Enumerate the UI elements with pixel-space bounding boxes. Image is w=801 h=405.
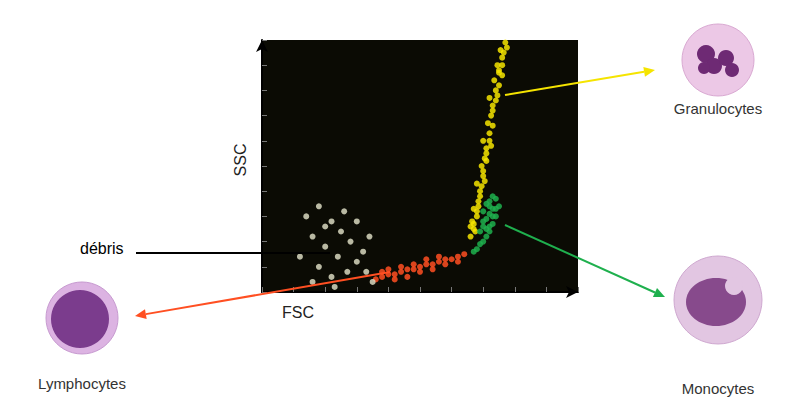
svg-text:débris: débris — [80, 240, 124, 257]
svg-text:SSC: SSC — [232, 144, 249, 177]
svg-text:FSC: FSC — [282, 304, 314, 321]
svg-text:Granulocytes: Granulocytes — [674, 100, 762, 117]
svg-text:Lymphocytes: Lymphocytes — [38, 375, 126, 392]
svg-text:Monocytes: Monocytes — [682, 380, 755, 397]
